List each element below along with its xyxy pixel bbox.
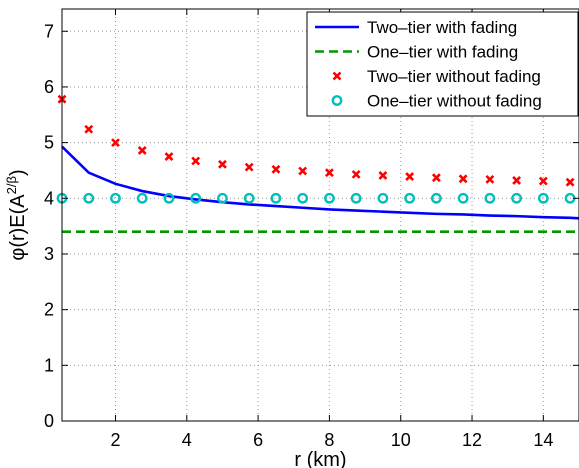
series-4-point (324, 192, 335, 204)
series-4-point (404, 192, 416, 204)
series-3-point (431, 173, 441, 183)
series-3-point (538, 176, 548, 186)
y-tick-label: 4 (44, 188, 54, 208)
x-tick-label: 8 (324, 430, 334, 450)
y-tick-label: 0 (44, 411, 54, 431)
series-3-point (271, 164, 281, 174)
series-4-point (163, 192, 175, 204)
y-axis-label: φ(r)E(A2/β) (4, 169, 29, 260)
x-axis-label: r (km) (294, 449, 346, 468)
series-3-point (137, 145, 147, 155)
x-tick-label: 14 (533, 430, 553, 450)
series-4-point (377, 192, 389, 204)
series-4-point (484, 192, 496, 204)
series-4-point (217, 192, 228, 204)
legend: Two–tier with fading One–tier with fading… (306, 11, 579, 117)
series-4-point (511, 192, 523, 204)
series-3-point (512, 176, 522, 185)
series-3-point (351, 169, 361, 179)
y-tick-label: 3 (44, 244, 54, 264)
series-3-point (84, 124, 94, 134)
x-tick-label: 6 (253, 430, 263, 450)
series-3-point (218, 159, 227, 169)
series-3-point (298, 166, 308, 176)
y-tick-label: 5 (44, 133, 54, 153)
plot-series (56, 94, 579, 234)
series-4-point (457, 192, 469, 204)
y-tick-label: 2 (44, 300, 54, 320)
series-4-point (270, 192, 282, 204)
series-4-point (83, 192, 95, 204)
series-3-point (458, 174, 468, 184)
series-3-point (244, 162, 254, 172)
y-tick-label: 6 (44, 77, 54, 97)
legend-label-3: Two–tier without fading (367, 67, 541, 86)
series-4-point (537, 192, 549, 204)
series-3-point (324, 168, 334, 178)
x-tick-label: 2 (110, 430, 120, 450)
series-4-point (243, 192, 255, 204)
series-3-point (405, 172, 415, 182)
legend-label-4: One–tier without fading (367, 92, 542, 111)
series-3-point (164, 152, 174, 161)
series-3-point (378, 171, 388, 180)
axes-frame (61, 8, 579, 422)
x-tick-label: 4 (182, 430, 192, 450)
x-tick-label: 10 (391, 430, 411, 450)
y-tick-label: 1 (44, 355, 54, 375)
series-3-point (111, 138, 120, 148)
legend-label-1: Two–tier with fading (367, 18, 517, 37)
series-3-point (485, 174, 495, 184)
series-line-1 (61, 145, 579, 220)
series-4-point (110, 192, 121, 204)
legend-swatch-4 (331, 95, 343, 106)
legend-swatch-3 (332, 71, 342, 81)
series-3-point (565, 177, 575, 187)
series-4-point (190, 192, 202, 204)
y-tick-label: 7 (44, 21, 54, 41)
series-4-point (350, 192, 362, 204)
x-tick-label: 12 (462, 430, 482, 450)
series-4-point (136, 192, 148, 204)
series-4-point (430, 192, 442, 204)
legend-label-2: One–tier with fading (367, 43, 518, 62)
series-4-point (297, 192, 309, 204)
legend-box (306, 11, 579, 117)
series-3-point (191, 156, 201, 166)
